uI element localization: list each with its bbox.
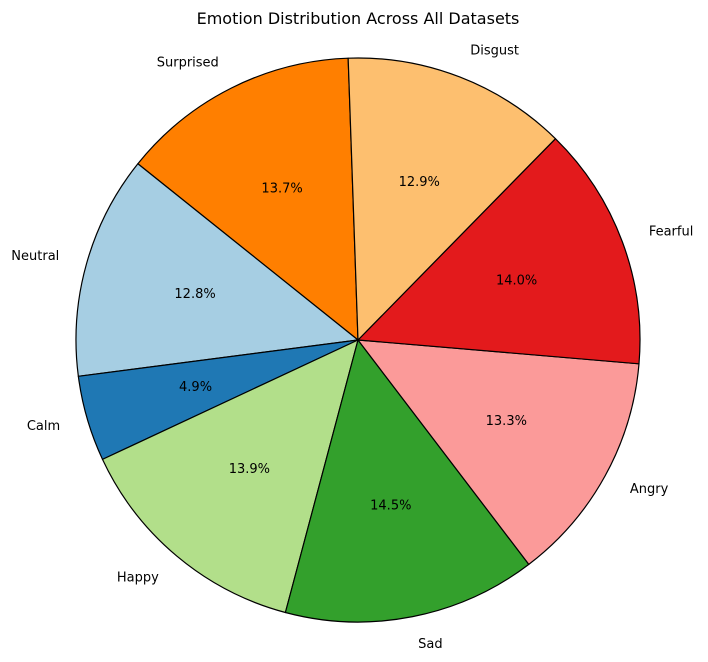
slice-label-happy: Happy [117,570,159,585]
slice-percent-neutral: 12.8% [174,287,215,302]
slice-label-sad: Sad [418,637,442,652]
pie-slice-sad [284,339,530,623]
slice-label-neutral: Neutral [11,249,59,264]
pie-slice-angry [357,339,640,565]
slice-percent-fearful: 14.0% [496,274,537,289]
slice-label-surprised: Surprised [157,55,219,70]
pie-slice-surprised [137,57,359,341]
slice-percent-sad: 14.5% [370,498,411,513]
slice-percent-disgust: 12.9% [399,175,440,190]
pie-slice-fearful [357,138,641,365]
pie-slices [75,57,641,623]
slice-label-disgust: Disgust [470,43,519,58]
pie-labels: Surprised 13.7% Neutral 12.8% Calm 4.9% Happy 1… [11,43,693,651]
chart-title: Emotion Distribution Across All Datasets [197,9,520,28]
slice-label-fearful: Fearful [649,225,694,240]
slice-percent-surprised: 13.7% [261,181,302,196]
slice-percent-angry: 13.3% [486,414,527,429]
pie-slice-happy [101,339,359,614]
slice-percent-happy: 13.9% [229,462,270,477]
slice-percent-calm: 4.9% [179,380,212,395]
pie-slice-neutral [75,163,359,377]
slice-label-calm: Calm [27,419,60,434]
slice-label-angry: Angry [630,482,669,497]
pie-slice-disgust [347,57,557,341]
